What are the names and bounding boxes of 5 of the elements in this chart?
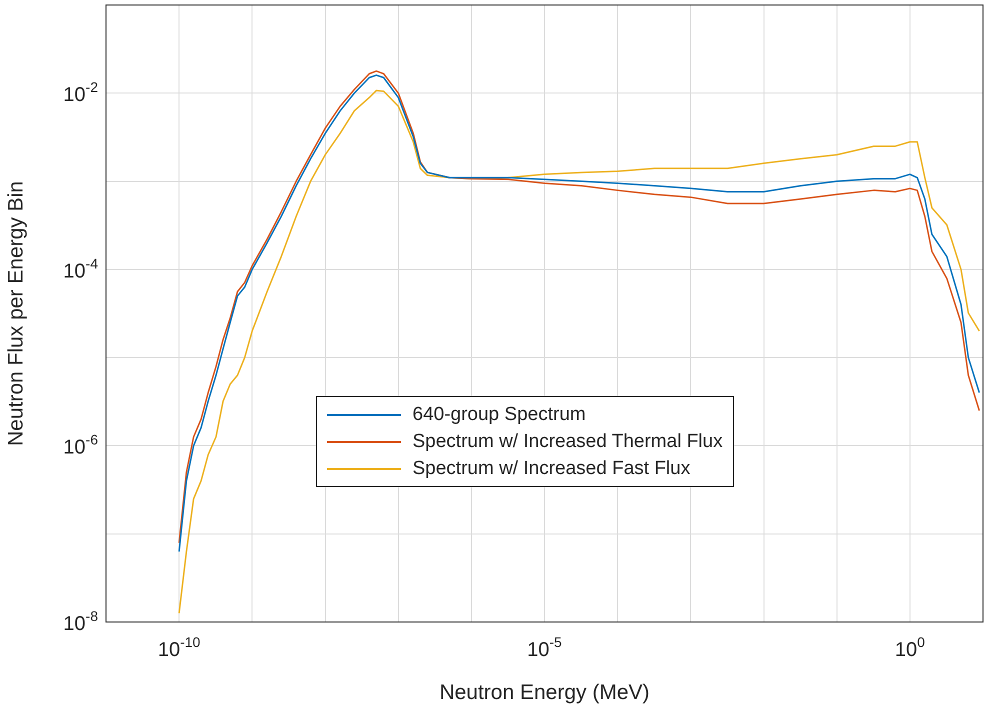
legend-label: Spectrum w/ Increased Thermal Flux [412, 430, 723, 452]
x-axis-title: Neutron Energy (MeV) [439, 681, 650, 704]
legend-label: Spectrum w/ Increased Fast Flux [412, 458, 690, 480]
legend-label: 640-group Spectrum [412, 404, 586, 426]
y-axis-title: Neutron Flux per Energy Bin [4, 181, 28, 446]
